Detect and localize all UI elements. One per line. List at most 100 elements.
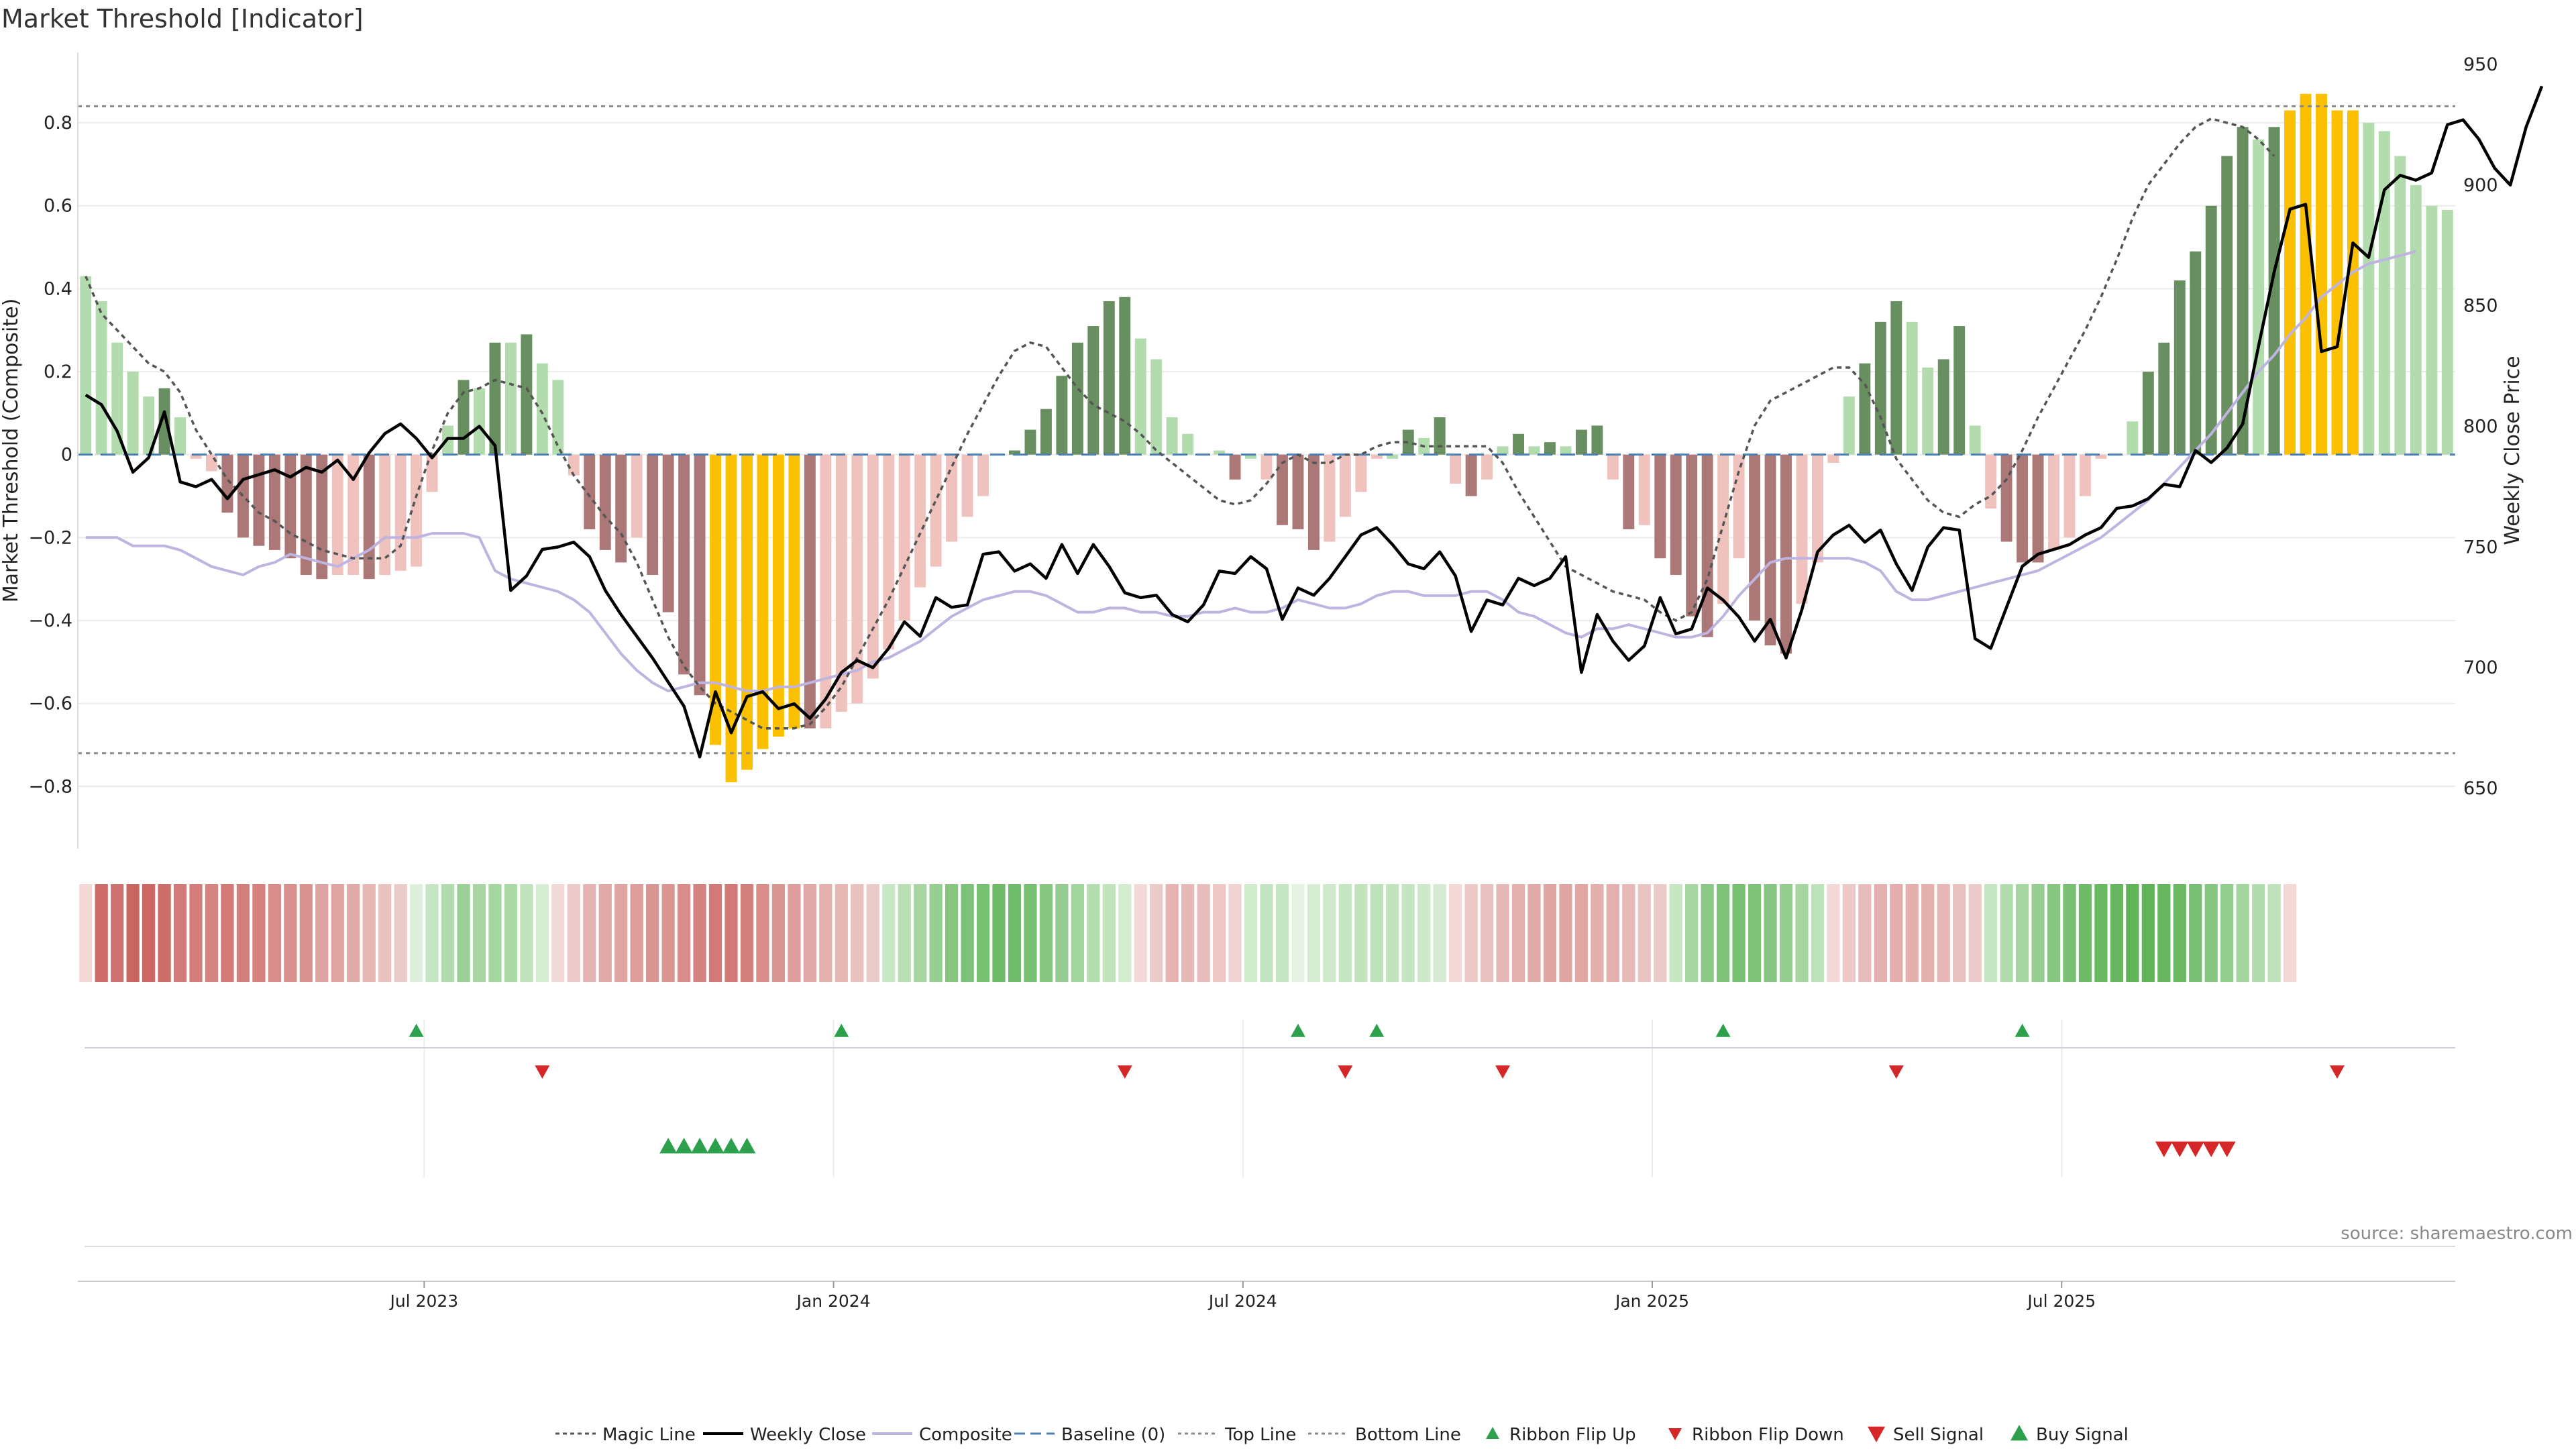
ribbon-cell (1968, 884, 1982, 982)
ribbon-cell (1527, 884, 1541, 982)
ribbon-cell (2078, 884, 2092, 982)
sell-signal-marker (2202, 1141, 2220, 1157)
composite-bar (1528, 446, 1540, 455)
source-annotation: source: sharemaestro.com (2341, 1224, 2573, 1244)
composite-bar (961, 454, 973, 517)
composite-bar (2426, 205, 2438, 455)
magic-line (85, 117, 2275, 730)
ribbon-flip-down-marker (2329, 1065, 2345, 1079)
left-tick-label: 0.8 (44, 113, 72, 133)
left-tick-label: 0.2 (44, 362, 72, 382)
composite-bar (1056, 376, 1068, 455)
composite-bar (474, 388, 485, 455)
left-axis-label: Market Threshold (Composite) (0, 299, 23, 603)
ribbon-cell (504, 884, 518, 982)
chart-title: Market Threshold [Indicator] (1, 4, 364, 34)
composite-bar (1874, 321, 1886, 455)
composite-bar (2378, 131, 2390, 455)
composite-bar (835, 454, 847, 712)
ribbon-cell (1134, 884, 1147, 982)
composite-bar (2347, 110, 2359, 455)
ribbon-cell (788, 884, 801, 982)
composite-bar (2300, 93, 2312, 455)
ribbon-cell (79, 884, 93, 982)
ribbon-cell (1449, 884, 1462, 982)
ribbon-cell (1323, 884, 1336, 982)
legend-item: Baseline (0) (1014, 1425, 1165, 1445)
buy-signal-marker (659, 1138, 678, 1154)
composite-bar (284, 454, 297, 559)
composite-bar (678, 454, 690, 675)
composite-bar (2048, 454, 2059, 550)
composite-bar (2316, 93, 2327, 455)
composite-bar (788, 454, 800, 729)
ribbon-cell (331, 884, 344, 982)
composite-bar (1560, 446, 1572, 455)
composite-bar (2080, 454, 2091, 496)
composite-bar (662, 454, 674, 612)
ribbon-cell (708, 884, 722, 982)
ribbon-cell (646, 884, 659, 982)
composite-bar (174, 417, 186, 455)
ribbon-cell (1795, 884, 1809, 982)
buy-signal-marker (675, 1138, 693, 1154)
composite-bar (2237, 127, 2249, 455)
ribbon-cell (347, 884, 360, 982)
composite-bar (237, 454, 249, 538)
ribbon-cell (1811, 884, 1825, 982)
composite-bar (977, 454, 989, 496)
composite-bar (1134, 338, 1146, 455)
composite-bar (1355, 454, 1367, 492)
composite-bar (1214, 450, 1226, 455)
ribbon-cell (2031, 884, 2045, 982)
ribbon-cell (1008, 884, 1022, 982)
composite-bar (536, 363, 548, 455)
composite-bar (946, 454, 958, 542)
composite-bar (1953, 326, 1966, 455)
ribbon-cell (142, 884, 156, 982)
ribbon-cell (614, 884, 628, 982)
ribbon-cell (771, 884, 786, 982)
right-tick-label: 650 (2463, 778, 2498, 799)
composite-bar (599, 454, 611, 550)
composite-bar (1292, 454, 1304, 529)
ribbon-cell (236, 884, 250, 982)
legend-label: Weekly Close (750, 1425, 866, 1445)
ribbon-cell (819, 884, 833, 982)
right-tick-label: 950 (2463, 54, 2498, 75)
ribbon-cell (1511, 884, 1525, 982)
ribbon-cell (1212, 884, 1226, 982)
ribbon-cell (1874, 884, 1887, 982)
ribbon-cell (1338, 884, 1352, 982)
legend-item: Sell Signal (1868, 1425, 1984, 1445)
ribbon-cell (1291, 884, 1305, 982)
ribbon-cell (457, 884, 470, 982)
composite-bar (1937, 359, 1949, 455)
ribbon-cell (441, 884, 455, 982)
ribbon-cell (882, 884, 896, 982)
x-tick-label: Jul 2023 (388, 1291, 458, 1311)
composite-bar (2205, 205, 2217, 455)
composite-bar (2284, 110, 2296, 455)
composite-bar (1465, 454, 1477, 496)
legend-label: Buy Signal (2036, 1425, 2129, 1445)
sell-signal-marker (2155, 1141, 2173, 1157)
ribbon-cell (1543, 884, 1557, 982)
ribbon-cell (409, 884, 423, 982)
ribbon-cell (2173, 884, 2186, 982)
composite-line (85, 250, 2416, 693)
composite-bar (1402, 429, 1414, 455)
ribbon-cell (158, 884, 171, 982)
composite-bar (489, 342, 501, 455)
ribbon-cell (394, 884, 407, 982)
composite-bar (867, 454, 879, 679)
composite-bar (772, 454, 784, 737)
composite-bar (1890, 301, 1902, 455)
left-tick-label: −0.2 (28, 527, 72, 548)
ribbon-cell (693, 884, 706, 982)
composite-bar (1859, 363, 1871, 455)
ribbon-cell (1591, 884, 1604, 982)
ribbon-cell (1953, 884, 1966, 982)
ribbon-cell (1228, 884, 1242, 982)
